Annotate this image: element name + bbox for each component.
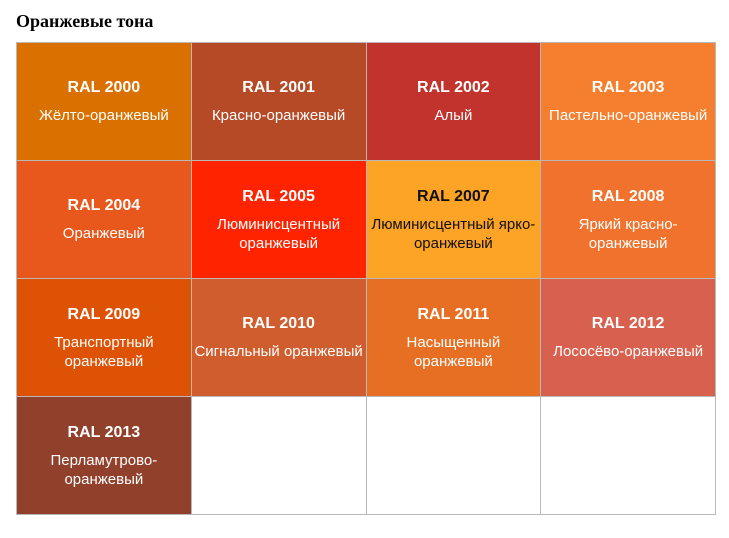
color-swatch: RAL 2013 Перламутрово-оранжевый bbox=[16, 396, 192, 515]
swatch-name: Красно-оранжевый bbox=[211, 107, 346, 124]
swatch-code: RAL 2005 bbox=[242, 187, 315, 205]
swatch-code: RAL 2000 bbox=[67, 79, 141, 96]
empty-cell bbox=[540, 396, 716, 515]
swatch-code: RAL 2007 bbox=[417, 187, 490, 205]
table-row: RAL 2013 Перламутрово-оранжевый bbox=[16, 396, 716, 515]
swatch-code: RAL 2010 bbox=[242, 315, 315, 332]
color-swatch: RAL 2003 Пастельно-оранжевый bbox=[540, 42, 716, 161]
swatch-name: Лососёво-оранжевый bbox=[553, 343, 704, 360]
swatch-name: Оранжевый bbox=[62, 225, 145, 242]
swatch-code: RAL 2001 bbox=[242, 79, 315, 96]
color-swatch: RAL 2005 Люминисцентный оранжевый bbox=[190, 160, 367, 279]
swatch-code: RAL 2004 bbox=[67, 197, 141, 214]
table-row: RAL 2000 Жёлто-оранжевый RAL 2001 Красно… bbox=[16, 42, 716, 161]
page-title: Оранжевые тона bbox=[16, 11, 154, 31]
swatch-name: Насыщенный оранжевый bbox=[406, 333, 501, 370]
swatch-code: RAL 2009 bbox=[67, 305, 141, 323]
color-swatch: RAL 2000 Жёлто-оранжевый bbox=[16, 42, 192, 161]
swatch-code: RAL 2012 bbox=[591, 315, 665, 332]
color-swatch: RAL 2002 Алый bbox=[365, 42, 542, 161]
color-swatch: RAL 2001 Красно-оранжевый bbox=[190, 42, 367, 161]
swatch-code: RAL 2003 bbox=[591, 79, 665, 96]
color-swatch: RAL 2008 Яркий красно-оранжевый bbox=[540, 160, 716, 279]
color-swatch: RAL 2012 Лососёво-оранжевый bbox=[540, 278, 716, 397]
swatch-code: RAL 2011 bbox=[417, 305, 490, 323]
empty-cell bbox=[365, 396, 542, 515]
swatch-name: Люминисцентный оранжевый bbox=[217, 215, 341, 252]
swatch-code: RAL 2013 bbox=[67, 423, 141, 441]
ral-color-table: RAL 2000 Жёлто-оранжевый RAL 2001 Красно… bbox=[16, 42, 716, 515]
swatch-name: Транспортный оранжевый bbox=[54, 333, 154, 370]
swatch-name: Сигнальный оранжевый bbox=[194, 343, 363, 360]
swatch-name: Перламутрово-оранжевый bbox=[50, 451, 158, 488]
swatch-name: Пастельно-оранжевый bbox=[549, 107, 708, 124]
table-row: RAL 2004 Оранжевый RAL 2005 Люминисцентн… bbox=[16, 160, 716, 279]
color-swatch: RAL 2011 Насыщенный оранжевый bbox=[365, 278, 542, 397]
swatch-code: RAL 2002 bbox=[417, 79, 490, 96]
swatch-code: RAL 2008 bbox=[591, 187, 665, 205]
color-swatch: RAL 2010 Сигнальный оранжевый bbox=[190, 278, 367, 397]
empty-cell bbox=[190, 396, 367, 515]
table-row: RAL 2009 Транспортный оранжевый RAL 2010… bbox=[16, 278, 716, 397]
swatch-name: Алый bbox=[434, 107, 473, 124]
swatch-name: Жёлто-оранжевый bbox=[38, 107, 169, 124]
color-swatch: RAL 2004 Оранжевый bbox=[16, 160, 192, 279]
color-swatch: RAL 2009 Транспортный оранжевый bbox=[16, 278, 192, 397]
color-swatch: RAL 2007 Люминисцентный ярко-оранжевый bbox=[365, 160, 542, 279]
swatch-name: Яркий красно-оранжевый bbox=[578, 215, 678, 252]
swatch-name: Люминисцентный ярко-оранжевый bbox=[371, 215, 536, 252]
